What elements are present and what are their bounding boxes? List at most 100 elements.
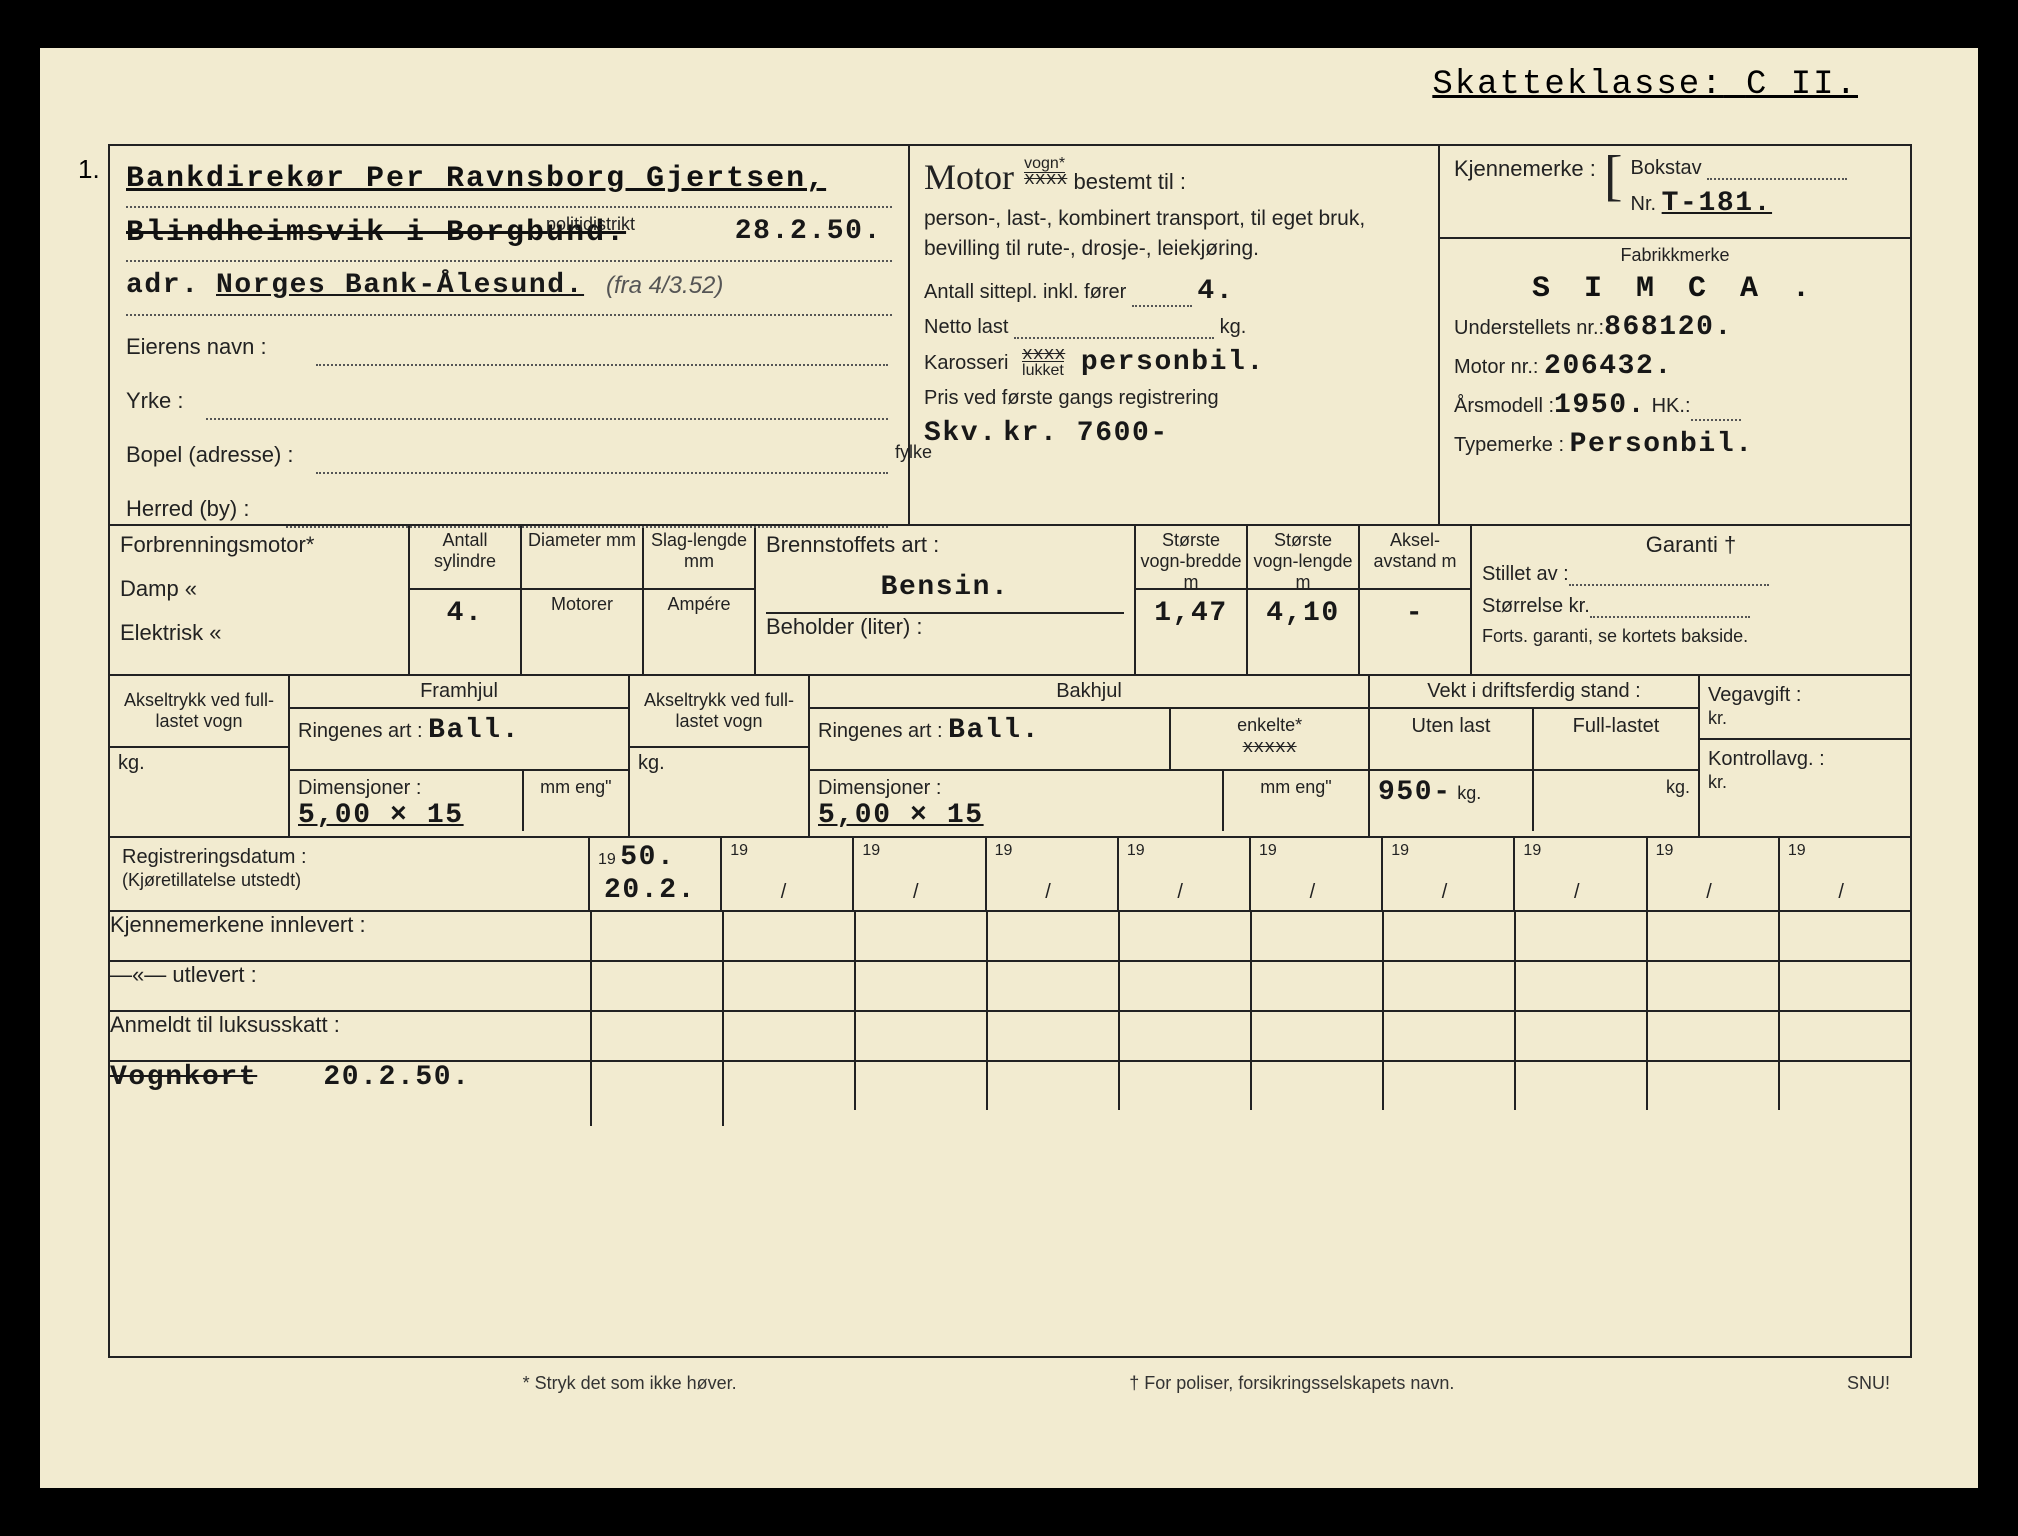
page: Skatteklasse: C II. 1. Bankdirekør Per R… [0, 0, 2018, 1536]
footnote-stryk: * Stryk det som ikke høver. [523, 1373, 737, 1394]
owner-line2-extra: 28.2.50. [735, 216, 882, 247]
owner-adr-note: (fra 4/3.52) [606, 272, 723, 300]
pris-label: Pris ved første gangs registrering [924, 387, 1424, 410]
ringenes-art-rear-label: Ringenes art : [818, 720, 943, 742]
stillet-av: Stillet av : [1482, 563, 1569, 585]
motor-section: Motor vogn* xxxx bestemt til : person-, … [910, 146, 1440, 524]
owner-section: Bankdirekør Per Ravnsborg Gjertsen, Blin… [110, 146, 910, 524]
footnote-snu: SNU! [1847, 1373, 1890, 1394]
ball-front: Ball. [428, 715, 520, 746]
yr-prefix-2: 19 [862, 842, 880, 860]
motornr-value: 206432. [1544, 351, 1673, 382]
diameter-header: Diameter mm [522, 526, 642, 590]
skatteklasse: Skatteklasse: C II. [1432, 66, 1858, 104]
sittepl-value: 4. [1197, 276, 1234, 307]
garanti-label: Garanti † [1482, 532, 1900, 562]
fabrikkmerke-value: S I M C A . [1440, 272, 1910, 306]
footer-notes: * Stryk det som ikke høver. † For polise… [110, 1373, 1910, 1394]
vegavgift-label: Vegavgift : [1708, 684, 1801, 706]
yr-prefix-1: 19 [730, 842, 748, 860]
registration-section: Registreringsdatum : (Kjøretillatelse ut… [110, 838, 1910, 912]
kjennemerke-section: Kjennemerke : [ Bokstav Nr. T-181. Fabri… [1440, 146, 1910, 524]
beholder-label: Beholder (liter) : [766, 614, 1124, 640]
fabrikkmerke-label: Fabrikkmerke [1440, 245, 1910, 266]
owner-adr-prefix: adr. [126, 270, 200, 301]
bakhjul-title: Bakhjul [810, 676, 1368, 709]
uten-last-label: Uten last [1370, 709, 1534, 769]
forbrenningsmotor: Forbrenningsmotor* [120, 532, 398, 576]
bokstav-label: Bokstav [1631, 157, 1702, 179]
eierens-navn-row: Eierens navn : [126, 324, 892, 372]
akselavstand-value: - [1360, 590, 1470, 629]
akselavstand-header: Aksel-avstand m [1360, 526, 1470, 590]
yr-prefix-6: 19 [1391, 842, 1409, 860]
kontrollavg-label: Kontrollavg. : [1708, 748, 1825, 770]
skv-label: Skv. [924, 418, 998, 449]
skatteklasse-label: Skatteklasse: [1432, 66, 1723, 104]
vognkort-row: Vognkort 20.2.50. [110, 1062, 1910, 1126]
kg2: kg. [1666, 777, 1690, 797]
vognkort-date: 20.2.50. [323, 1062, 470, 1093]
netto-last-unit: kg. [1220, 316, 1247, 338]
dim-rear-label: Dimensjoner : [818, 777, 941, 799]
yr-prefix-8: 19 [1656, 842, 1674, 860]
slaglengde-header: Slag-lengde mm [644, 526, 754, 590]
kjennemerkene-innlevert: Kjennemerkene innlevert : [110, 912, 590, 938]
owner-line1: Bankdirekør Per Ravnsborg Gjertsen, [126, 162, 826, 196]
top-section: Bankdirekør Per Ravnsborg Gjertsen, Blin… [110, 146, 1910, 526]
lengde-header: Største vogn-lengde m [1248, 526, 1358, 590]
reg-date-value: 20.2. [604, 875, 696, 906]
arsmodell-value: 1950. [1554, 390, 1646, 421]
engine-section: Forbrenningsmotor* Damp « Elektrisk « An… [110, 526, 1910, 676]
nr-label: Nr. [1631, 193, 1657, 215]
yrke-row: Yrke : [126, 378, 892, 426]
bopel-row: Bopel (adresse) : [126, 432, 892, 480]
storrelse: Størrelse kr. [1482, 595, 1590, 617]
form-box: Bankdirekør Per Ravnsborg Gjertsen, Blin… [108, 144, 1912, 1358]
owner-overprint: politidistrikt [546, 214, 635, 235]
brennstoff-value: Bensin. [766, 572, 1124, 614]
antall-sylindre-header: Antall sylindre [410, 526, 520, 590]
regdatum-label: Registreringsdatum : [122, 846, 307, 868]
framhjul-title: Framhjul [290, 676, 628, 709]
akseltrykk-rear-label: Akseltrykk ved full-lastet vogn [630, 676, 808, 746]
item-number: 1. [78, 154, 100, 185]
akseltrykk-front-label: Akseltrykk ved full-lastet vogn [110, 676, 288, 746]
bopel-label: Bopel (adresse) : [126, 442, 294, 468]
antall-sylindre-value: 4. [410, 590, 520, 629]
anmeldt-row: Anmeldt til luksusskatt : [110, 1012, 1910, 1062]
reg-year: 50. [620, 842, 675, 873]
understell-label: Understellets nr.: [1454, 317, 1604, 339]
mm-eng-front: mm eng" [522, 771, 628, 831]
herred-row: Herred (by) : fylke [126, 486, 892, 534]
utlevert-row: —«— utlevert : [110, 962, 1910, 1012]
kg1: kg. [1457, 783, 1481, 803]
xxxxx: xxxxx [1243, 738, 1297, 758]
bestemt-til: bestemt til : [1073, 169, 1185, 194]
motor-xxx: xxxx [1024, 170, 1067, 190]
karosseri-value: personbil. [1081, 347, 1265, 378]
bracket-icon: [ [1604, 156, 1623, 196]
skatteklasse-value: C II. [1746, 66, 1858, 104]
yr-prefix-0: 19 [598, 851, 616, 868]
understell-value: 868120. [1604, 312, 1733, 343]
enkelte: enkelte* [1237, 715, 1302, 735]
yr-prefix-5: 19 [1259, 842, 1277, 860]
registration-card: Skatteklasse: C II. 1. Bankdirekør Per R… [40, 48, 1978, 1488]
bredde-value: 1,47 [1136, 590, 1246, 629]
dim-front-value: 5,00 × 15 [298, 800, 464, 831]
herred-label: Herred (by) : [126, 496, 249, 522]
dim-front-label: Dimensjoner : [298, 777, 421, 799]
arsmodell-label: Årsmodell : [1454, 395, 1554, 417]
netto-last-label: Netto last [924, 316, 1008, 338]
elektrisk: Elektrisk « [120, 620, 398, 646]
typemerke-value: Personbil. [1570, 429, 1754, 460]
yrke-label: Yrke : [126, 388, 183, 414]
kg-rear: kg. [638, 752, 665, 774]
dim-rear-value: 5,00 × 15 [818, 800, 984, 831]
vekt-title: Vekt i driftsferdig stand : [1370, 676, 1698, 709]
kr1: kr. [1708, 708, 1727, 728]
full-lastet-label: Full-lastet [1534, 709, 1698, 769]
footnote-poliser: † For poliser, forsikringsselskapets nav… [1129, 1373, 1454, 1394]
hk-label: HK.: [1652, 395, 1691, 417]
